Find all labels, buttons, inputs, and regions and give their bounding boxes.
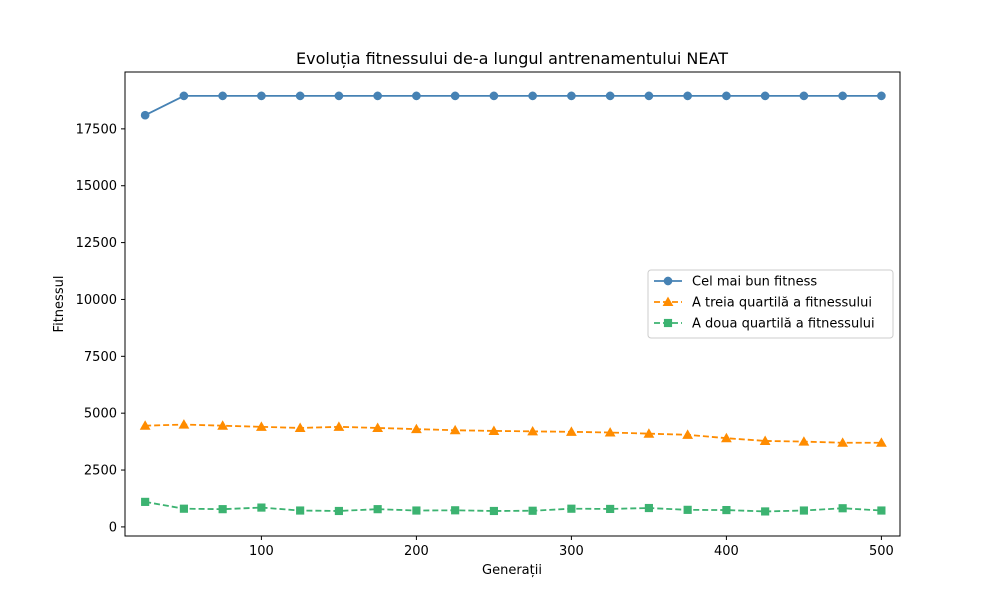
data-point: [799, 506, 808, 515]
data-point: [644, 91, 654, 101]
data-point: [334, 506, 343, 516]
data-point: [838, 91, 847, 101]
legend: Cel mai bun fitness A treia quartilă a fi…: [647, 269, 894, 339]
data-point: [179, 504, 188, 513]
series-line: [144, 500, 882, 513]
x-tick-label: 200: [404, 544, 429, 559]
data-point: [567, 91, 576, 101]
data-point: [295, 91, 305, 101]
data-point: [722, 91, 731, 101]
y-tick-label: 12500: [76, 236, 117, 251]
data-point: [333, 421, 345, 431]
data-point: [449, 424, 461, 435]
y-tick-label: 15000: [76, 179, 117, 194]
data-point: [877, 91, 886, 101]
data-point: [604, 427, 616, 437]
data-point: [798, 436, 810, 446]
x-tick-label: 500: [869, 544, 894, 559]
data-point: [644, 503, 653, 513]
data-point: [566, 426, 577, 436]
legend-label: A doua quartilă a fitnessului: [692, 317, 875, 332]
data-point: [411, 423, 422, 434]
data-point: [373, 91, 382, 101]
data-point: [334, 91, 344, 101]
data-point: [606, 504, 615, 514]
data-point: [257, 503, 266, 512]
x-axis-label: Generații: [482, 563, 542, 578]
series-line: [144, 94, 882, 117]
data-point: [412, 506, 421, 515]
data-point: [605, 91, 615, 101]
series-2: [139, 419, 887, 447]
data-point: [373, 505, 382, 514]
data-point: [294, 422, 306, 433]
data-point: [450, 91, 460, 101]
data-point: [799, 91, 809, 101]
legend-label: Cel mai bun fitness: [692, 275, 817, 290]
data-point: [527, 425, 539, 436]
series-line: [145, 423, 882, 444]
y-tick-label: 0: [109, 520, 117, 535]
y-tick-label: 17500: [76, 122, 117, 137]
data-point: [837, 437, 849, 447]
data-point: [218, 91, 227, 101]
data-point: [372, 422, 384, 433]
data-point: [140, 110, 150, 120]
legend-box: [647, 269, 894, 339]
data-point: [528, 506, 537, 515]
data-point: [412, 91, 421, 101]
data-point: [488, 425, 500, 435]
legend-marker: [663, 276, 673, 286]
y-tick-label: 5000: [84, 407, 117, 422]
data-point: [217, 420, 229, 430]
y-tick-label: 10000: [76, 293, 117, 308]
y-tick-label: 7500: [84, 350, 117, 365]
series-group: [139, 91, 887, 516]
legend-label: A treia quartilă a fitnessului: [692, 296, 872, 311]
data-point: [139, 420, 151, 430]
data-point: [683, 91, 692, 101]
data-point: [683, 505, 692, 514]
data-point: [489, 91, 499, 101]
data-point: [876, 437, 887, 447]
data-point: [567, 504, 576, 513]
x-tick-label: 100: [249, 544, 274, 559]
plot-area-frame: [124, 71, 901, 537]
data-point: [643, 428, 655, 438]
data-point: [760, 91, 770, 101]
data-point: [256, 421, 267, 431]
data-point: [838, 504, 847, 513]
data-point: [257, 91, 266, 101]
data-point: [722, 505, 731, 515]
legend-marker: [662, 296, 674, 307]
x-tick-label: 400: [714, 544, 739, 559]
chart-title: Evoluția fitnessului de-a lungul antrena…: [296, 49, 728, 68]
data-point: [877, 506, 886, 515]
data-point: [141, 497, 150, 506]
data-point: [489, 506, 498, 516]
data-point: [761, 507, 770, 516]
data-point: [528, 91, 537, 101]
data-point: [179, 91, 189, 101]
y-tick-label: 2500: [84, 464, 117, 479]
x-tick-label: 300: [559, 544, 584, 559]
data-point: [218, 505, 227, 514]
axis-ticks: 100 200 300 400 5000250050007500100001250015…: [76, 122, 894, 559]
data-point: [682, 429, 694, 439]
y-axis-label: Fitnessul: [52, 276, 67, 333]
data-point: [296, 506, 305, 515]
series-1: [140, 91, 886, 120]
data-point: [759, 435, 771, 445]
data-point: [721, 432, 732, 443]
data-point: [178, 419, 190, 429]
legend-marker: [663, 318, 673, 328]
data-point: [451, 506, 460, 515]
series-3: [141, 497, 886, 516]
